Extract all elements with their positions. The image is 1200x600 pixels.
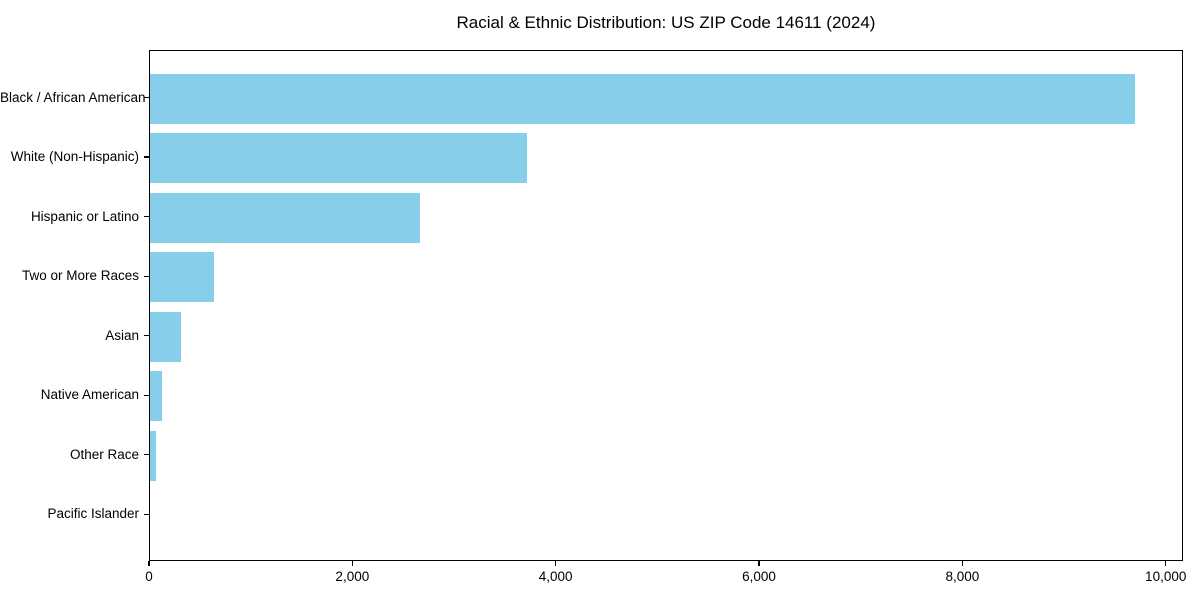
y-tick-mark [144, 96, 149, 99]
bar [150, 371, 162, 422]
x-tick-label: 6,000 [742, 569, 776, 584]
x-tick-mark [555, 561, 557, 566]
y-tick-mark [144, 216, 149, 218]
bar [150, 73, 1136, 124]
y-tick-mark [144, 513, 149, 515]
chart-title: Racial & Ethnic Distribution: US ZIP Cod… [456, 13, 876, 32]
x-tick-label: 0 [145, 569, 153, 584]
x-tick-mark [1165, 561, 1167, 566]
y-tick-label: Two or More Races [21, 268, 139, 284]
x-tick-label: 4,000 [538, 569, 573, 584]
y-tick-mark [144, 394, 149, 396]
y-tick-label: Black / African American [0, 89, 146, 105]
x-tick-mark [961, 561, 963, 566]
y-tick-label: Native American [40, 387, 139, 403]
bar [150, 252, 214, 303]
bar [150, 192, 420, 243]
x-tick-label: 8,000 [945, 569, 980, 584]
y-tick-label: Other Race [69, 446, 139, 462]
y-tick-label: Asian [105, 327, 139, 343]
y-tick-label: Hispanic or Latino [30, 208, 139, 224]
y-tick-label: Pacific Islander [47, 506, 139, 522]
y-tick-mark [144, 156, 149, 158]
y-tick-label: White (Non-Hispanic) [10, 149, 139, 165]
x-tick-mark [148, 561, 150, 566]
x-tick-label: 10,000 [1145, 569, 1187, 584]
plot-area [149, 50, 1183, 561]
y-tick-mark [144, 335, 149, 337]
bar [150, 430, 157, 481]
x-tick-mark [758, 561, 760, 566]
bar [150, 133, 528, 184]
x-tick-mark [351, 561, 353, 566]
bar [150, 311, 181, 362]
y-tick-mark [144, 454, 149, 456]
x-tick-label: 2,000 [335, 569, 370, 584]
y-tick-mark [144, 275, 149, 277]
